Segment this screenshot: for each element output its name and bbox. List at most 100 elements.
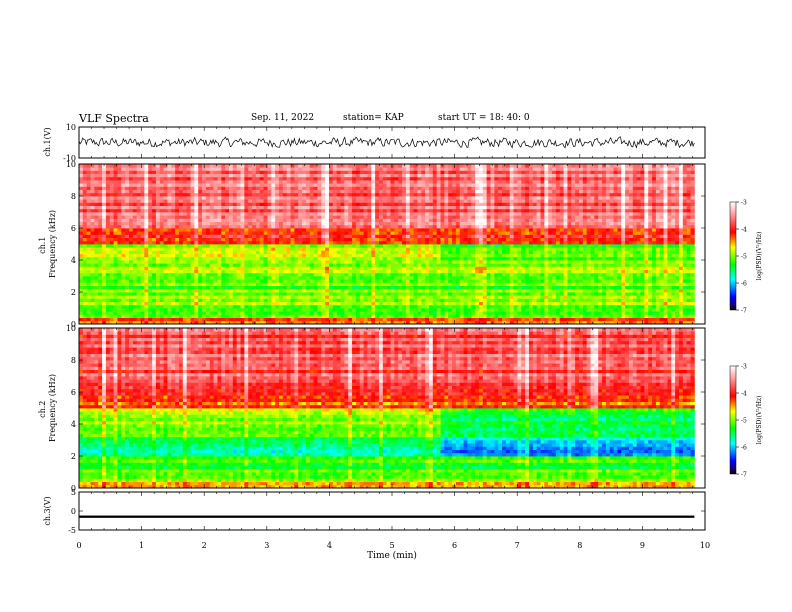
- spectrogram-cell: [367, 247, 372, 251]
- spectrogram-cell: [452, 224, 457, 229]
- spectrogram-cell: [86, 237, 91, 242]
- spectrogram-cell: [228, 218, 234, 222]
- spectrogram-cell: [179, 215, 184, 219]
- spectrogram-cell: [375, 308, 380, 312]
- spectrogram-cell: [209, 221, 215, 226]
- spectrogram-cell: [344, 285, 349, 290]
- spectrogram-cell: [394, 183, 399, 187]
- spectrogram-cell: [86, 180, 91, 184]
- spectrogram-cell: [405, 247, 411, 251]
- spectrogram-cell: [90, 311, 95, 315]
- spectrogram-cell: [398, 285, 403, 290]
- spectrogram-cell: [402, 202, 407, 206]
- spectrogram-cell: [444, 282, 449, 286]
- spectrogram-cell: [275, 282, 280, 286]
- spectrogram-cell: [259, 250, 265, 254]
- spectrogram-cell: [171, 320, 176, 325]
- spectrogram-cell: [236, 215, 241, 219]
- spectrogram-cell: [205, 180, 211, 184]
- spectrogram-cell: [140, 208, 145, 213]
- spectrogram-cell: [452, 304, 457, 309]
- spectrogram-cell: [113, 180, 118, 184]
- spectrogram-cell: [340, 304, 345, 309]
- spectrogram-cell: [213, 218, 218, 222]
- spectrogram-cell: [432, 244, 438, 248]
- spectrogram-cell: [159, 221, 165, 226]
- spectrogram-cell: [436, 215, 441, 219]
- spectrogram-cell: [413, 186, 418, 190]
- spectrogram-cell: [190, 192, 195, 197]
- spectrogram-cell: [398, 173, 403, 178]
- spectrogram-cell: [186, 234, 191, 238]
- spectrogram-cell: [402, 234, 407, 238]
- spectrogram-cell: [105, 247, 111, 251]
- spectrogram-cell: [90, 285, 95, 290]
- spectrogram-cell: [217, 247, 222, 251]
- spectrogram-cell: [294, 164, 299, 168]
- spectrogram-cell: [190, 263, 195, 267]
- spectrogram-cell: [452, 272, 457, 277]
- spectrogram-cell: [221, 298, 226, 302]
- spectrogram-cell: [125, 192, 130, 197]
- spectrogram-cell: [236, 279, 241, 283]
- spectrogram-cell: [198, 292, 203, 296]
- spectrogram-cell: [298, 228, 303, 232]
- spectrogram-cell: [98, 292, 103, 296]
- spectrogram-cell: [302, 279, 307, 283]
- spectrogram-cell: [428, 244, 434, 248]
- spectrogram-cell: [317, 279, 322, 283]
- spectrogram-cell: [440, 164, 445, 168]
- spectrogram-cell: [417, 292, 422, 296]
- spectrogram-cell: [194, 311, 199, 315]
- spectrogram-cell: [398, 196, 403, 200]
- spectrogram-cell: [82, 218, 88, 222]
- spectrogram-cell: [286, 292, 291, 296]
- spectrogram-cell: [278, 173, 284, 178]
- spectrogram-cell: [336, 308, 341, 312]
- spectrogram-cell: [182, 276, 188, 280]
- spectrogram-cell: [255, 269, 261, 274]
- spectrogram-cell: [305, 218, 311, 222]
- spectrogram-cell: [421, 240, 426, 245]
- spectrogram-cell: [117, 285, 122, 290]
- spectrogram-cell: [263, 244, 268, 248]
- spectrogram-cell: [390, 272, 395, 277]
- spectrogram-cell: [217, 202, 222, 206]
- spectrogram-cell: [398, 295, 403, 299]
- spectrogram-cell: [409, 218, 414, 222]
- spectrogram-cell: [129, 288, 134, 293]
- spectrogram-cell: [117, 244, 122, 248]
- spectrogram-cell: [290, 180, 295, 184]
- spectrogram-cell: [202, 279, 207, 283]
- spectrogram-cell: [425, 212, 430, 216]
- spectrogram-cell: [436, 183, 441, 187]
- spectrogram-cell: [209, 266, 215, 270]
- spectrogram-cell: [125, 250, 130, 254]
- spectrogram-cell: [348, 170, 353, 174]
- spectrogram-cell: [209, 244, 215, 248]
- spectrogram-cell: [198, 308, 203, 312]
- spectrogram-cell: [428, 180, 434, 184]
- spectrogram-cell: [371, 202, 376, 206]
- spectrogram-cell: [194, 256, 199, 261]
- spectrogram-cell: [232, 221, 238, 226]
- spectrogram-cell: [344, 196, 349, 200]
- spectrogram-cell: [390, 224, 395, 229]
- spectrogram-cell: [290, 231, 295, 235]
- spectrogram-cell: [94, 276, 99, 280]
- spectrogram-cell: [386, 208, 391, 213]
- spectrogram-cell: [413, 285, 418, 290]
- spectrogram-cell: [452, 253, 457, 258]
- spectrogram-cell: [159, 272, 165, 277]
- spectrogram-cell: [186, 218, 191, 222]
- spectrogram-cell: [317, 186, 322, 190]
- spectrogram-cell: [94, 295, 99, 299]
- spectrogram-cell: [205, 314, 211, 318]
- spectrogram-cell: [198, 180, 203, 184]
- spectrogram-cell: [209, 192, 215, 197]
- spectrogram-cell: [202, 196, 207, 200]
- spectrogram-cell: [109, 167, 115, 171]
- spectrogram-cell: [321, 221, 326, 226]
- spectrogram-cell: [167, 269, 172, 274]
- spectrogram-cell: [344, 173, 349, 178]
